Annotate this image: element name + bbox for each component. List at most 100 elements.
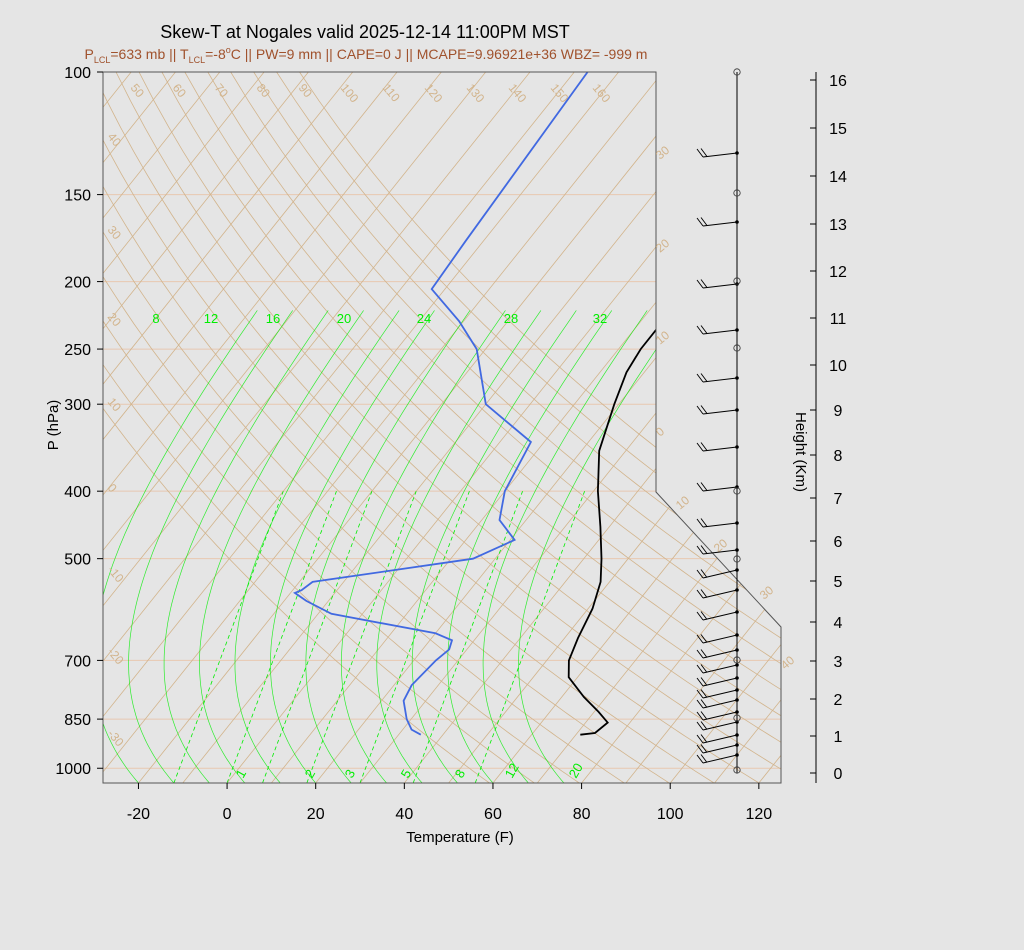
barb-dot	[735, 633, 739, 637]
isotherm-line	[536, 72, 781, 783]
wind-barb	[702, 744, 738, 754]
height-tick-label: 9	[834, 403, 843, 420]
skewt-profiles	[293, 72, 781, 736]
wind-barb-flag	[700, 634, 708, 643]
wind-barb	[702, 711, 738, 721]
isotherm-line	[359, 72, 781, 783]
isotherm-line	[847, 72, 1024, 783]
skewt-grid	[103, 72, 1024, 783]
mixing-ratio-label: 24	[417, 311, 431, 326]
wind-barb-flag	[696, 744, 704, 754]
wind-barb-flag	[696, 482, 704, 492]
wind-barb	[702, 549, 738, 555]
isotherm-label: 30	[757, 583, 776, 603]
wind-barb-flag	[696, 664, 704, 674]
wind-barb	[702, 689, 738, 699]
wind-barb-flag	[700, 325, 708, 334]
isotherm-line	[103, 72, 309, 783]
barb-dot	[735, 753, 739, 757]
isotherm-line	[892, 72, 1024, 783]
wind-barb-flag	[696, 734, 704, 744]
wind-barb	[702, 699, 738, 709]
wind-barb-flag	[696, 699, 704, 709]
wind-barb	[702, 486, 738, 492]
x-tick-label: 120	[745, 806, 772, 823]
barb-dot	[735, 568, 739, 572]
x-tick-label: 40	[395, 806, 413, 823]
isotherm-label: 140	[506, 81, 530, 106]
dry-adiabat-line	[253, 72, 781, 783]
wind-barb-flag	[700, 721, 708, 730]
dry-adiabat-line	[184, 72, 781, 783]
wind-barb-flag	[696, 721, 704, 731]
barb-calm-circle	[733, 487, 741, 495]
isotherm-label: 20	[105, 310, 125, 329]
barb-dot	[735, 151, 739, 155]
isotherm-line	[103, 72, 575, 783]
isotherm-line	[103, 72, 486, 783]
wind-barb-flag	[696, 217, 704, 227]
isotherm-line	[182, 72, 752, 783]
barb-calm-circle	[733, 714, 741, 722]
wind-barb-flag	[696, 689, 704, 699]
wind-barb	[702, 721, 738, 731]
height-tick-label: 1	[834, 729, 843, 746]
moist-adiabat-line	[270, 310, 435, 783]
wind-barb	[702, 664, 738, 674]
plot-frame	[102, 71, 782, 784]
wind-barb-flag	[700, 649, 708, 658]
x-tick-label: 60	[484, 806, 502, 823]
mixing-ratio-label: 5	[398, 767, 415, 781]
isotherm-label: 10	[105, 395, 125, 414]
height-tick-label: 10	[829, 358, 847, 375]
wind-barb-flag	[700, 148, 708, 157]
isotherm-line	[103, 72, 221, 783]
height-tick-label: 12	[829, 264, 847, 281]
wind-barb	[702, 446, 738, 452]
dry-adiabat-line	[103, 72, 580, 783]
moist-adiabat-line	[411, 310, 577, 783]
isotherm-label: 60	[170, 81, 190, 100]
mixing-ratio-line	[262, 491, 373, 783]
wind-barb-flag	[696, 677, 704, 687]
wind-barb	[702, 754, 738, 764]
mixing-ratio-label: 16	[266, 311, 280, 326]
barb-dot	[735, 220, 739, 224]
isotherm-label: 110	[380, 81, 403, 105]
isotherm-line	[669, 72, 781, 783]
barb-dot	[735, 328, 739, 332]
p-tick-label: 400	[64, 484, 91, 501]
wind-barb	[702, 221, 738, 227]
barb-dot	[735, 408, 739, 412]
isotherm-label: 10	[673, 493, 692, 513]
height-tick-label: 6	[834, 534, 843, 551]
wind-barb-flag	[700, 442, 708, 451]
wind-barb-flag	[696, 518, 704, 528]
height-tick-label: 11	[830, 311, 847, 328]
barb-calm-circle	[733, 68, 741, 76]
x-axis-label: Temperature (F)	[406, 829, 514, 846]
barb-dot	[735, 445, 739, 449]
mixing-ratio-label: 12	[502, 760, 522, 780]
wind-barb	[702, 634, 738, 644]
isotherm-label: 100	[338, 81, 362, 106]
wind-barb-flag	[700, 699, 708, 708]
p-tick-label: 250	[64, 342, 91, 359]
isotherm-line	[315, 72, 781, 783]
isotherm-label: 0	[653, 424, 667, 439]
barb-dot	[735, 733, 739, 737]
height-tick-label: 5	[834, 574, 843, 591]
isotherm-label: -20	[105, 645, 127, 668]
dry-adiabat-line	[103, 72, 625, 783]
isotherm-line	[103, 72, 531, 783]
p-tick-label: 850	[64, 712, 91, 729]
wind-barb	[702, 152, 738, 158]
barb-dot	[735, 588, 739, 592]
isotherm-line	[103, 72, 619, 783]
wind-barb	[702, 589, 738, 599]
wind-barb	[702, 329, 738, 335]
moist-adiabat-line	[482, 310, 648, 783]
dry-adiabat-line	[103, 72, 760, 783]
